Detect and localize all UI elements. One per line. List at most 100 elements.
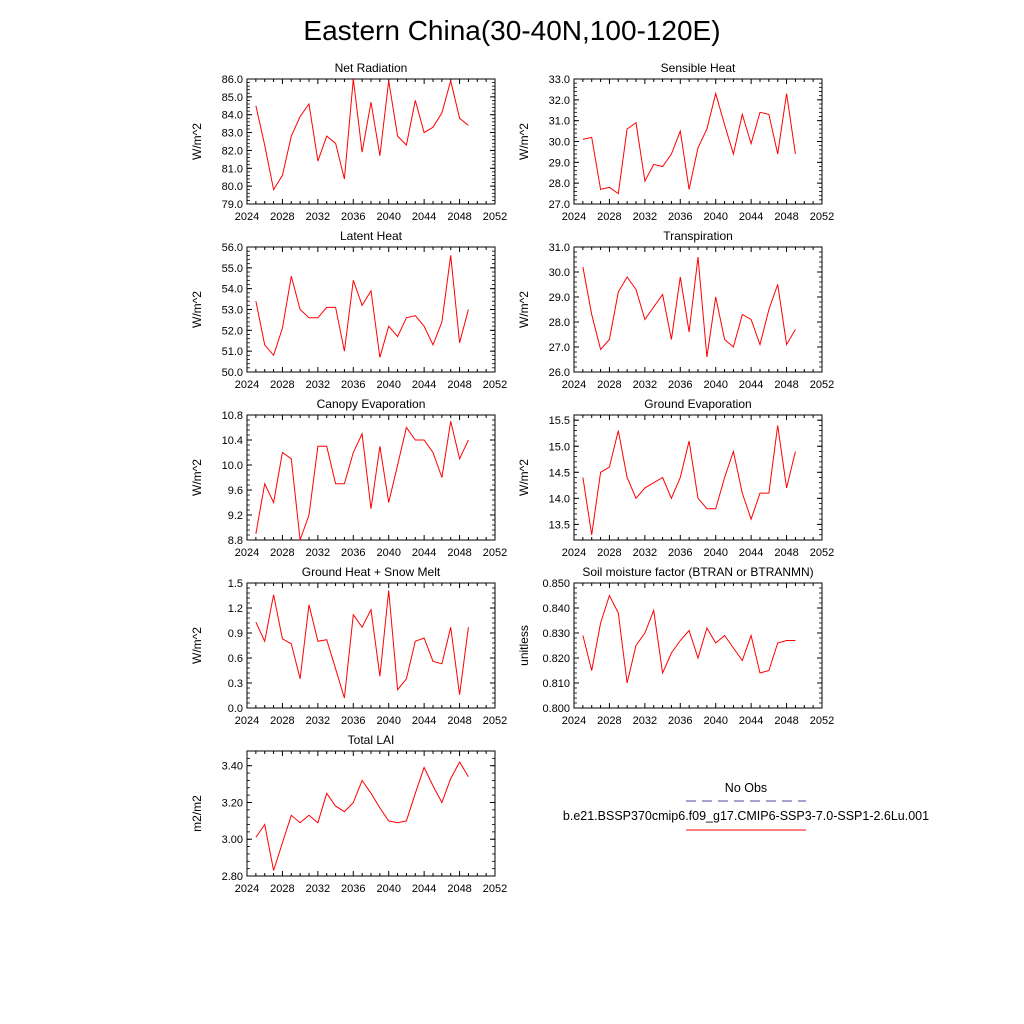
panel-title: Latent Heat [340, 229, 403, 243]
x-tick-label: 2040 [703, 211, 727, 223]
x-tick-label: 2028 [597, 211, 621, 223]
y-tick-label: 52.0 [222, 325, 243, 337]
y-tick-label: 9.2 [228, 510, 243, 522]
y-tick-label: 33.0 [549, 74, 570, 86]
x-tick-label: 2040 [703, 547, 727, 559]
y-axis-label: W/m^2 [517, 459, 531, 496]
x-tick-label: 2024 [562, 715, 586, 727]
panel-sensible-heat: Sensible Heat W/m^2 2024 2028 2032 2036 2040 20… [517, 61, 834, 223]
x-tick-label: 2032 [633, 547, 657, 559]
x-tick-label: 2032 [633, 715, 657, 727]
series-line [255, 421, 469, 541]
x-tick-label: 2052 [483, 547, 507, 559]
x-tick-label: 2032 [633, 211, 657, 223]
x-tick-label: 2044 [739, 211, 763, 223]
y-axis-label: unitless [517, 625, 531, 666]
x-tick-label: 2052 [810, 211, 834, 223]
y-tick-label: 27.0 [549, 342, 570, 354]
y-tick-label: 82.0 [222, 145, 243, 157]
x-tick-label: 2052 [483, 715, 507, 727]
y-tick-label: 1.5 [228, 578, 243, 590]
plot-frame [573, 582, 823, 709]
x-tick-label: 2028 [270, 883, 294, 895]
y-tick-label: 0.9 [228, 628, 243, 640]
y-tick-label: 0.3 [228, 678, 243, 690]
x-tick-label: 2036 [668, 547, 692, 559]
x-tick-label: 2040 [376, 211, 400, 223]
y-tick-label: 10.4 [222, 435, 243, 447]
y-tick-label: 0.810 [542, 678, 570, 690]
y-tick-label: 31.0 [549, 116, 570, 128]
y-axis-label: W/m^2 [517, 123, 531, 160]
y-tick-label: 80.0 [222, 181, 243, 193]
x-tick-label: 2052 [810, 715, 834, 727]
y-tick-label: 0.820 [542, 653, 570, 665]
x-tick-label: 2052 [483, 883, 507, 895]
y-tick-label: 3.20 [222, 797, 243, 809]
x-tick-label: 2032 [306, 379, 330, 391]
x-tick-label: 2036 [668, 379, 692, 391]
x-tick-label: 2036 [341, 547, 365, 559]
panel-title: Canopy Evaporation [317, 397, 426, 411]
series-line [255, 78, 469, 192]
y-tick-label: 3.00 [222, 834, 243, 846]
x-tick-label: 2040 [703, 715, 727, 727]
y-tick-label: 15.0 [549, 441, 570, 453]
x-tick-label: 2048 [447, 379, 471, 391]
x-tick-label: 2048 [447, 547, 471, 559]
x-tick-label: 2044 [412, 211, 436, 223]
x-tick-label: 2028 [270, 211, 294, 223]
x-tick-label: 2036 [668, 211, 692, 223]
x-tick-label: 2028 [270, 547, 294, 559]
y-tick-label: 50.0 [222, 367, 243, 379]
y-tick-label: 0.840 [542, 603, 570, 615]
panel-transpiration: Transpiration W/m^2 2024 2028 2032 2036 2040 20… [517, 229, 834, 391]
y-tick-label: 29.0 [549, 292, 570, 304]
series-line [582, 91, 796, 195]
x-tick-label: 2028 [270, 715, 294, 727]
y-tick-label: 83.0 [222, 128, 243, 140]
y-tick-label: 1.2 [228, 603, 243, 615]
plot-frame [246, 246, 496, 373]
x-tick-label: 2024 [235, 883, 259, 895]
y-tick-label: 30.0 [549, 267, 570, 279]
series-line [255, 760, 469, 871]
x-tick-label: 2048 [774, 211, 798, 223]
plot-frame [246, 414, 496, 541]
x-tick-label: 2024 [562, 379, 586, 391]
legend: No Obs b.e21.BSSP370cmip6.f09_g17.CMIP6-… [563, 781, 929, 831]
y-tick-label: 55.0 [222, 263, 243, 275]
x-tick-label: 2036 [668, 715, 692, 727]
panel-latent-heat: Latent Heat W/m^2 2024 2028 2032 2036 2040 2044… [190, 229, 507, 391]
x-tick-label: 2028 [597, 547, 621, 559]
panel-soil-moisture-factor-btran-or-btranmn: Soil moisture factor (BTRAN or BTRANMN) u… [517, 565, 834, 727]
series-line [582, 256, 796, 358]
y-tick-label: 56.0 [222, 242, 243, 254]
x-tick-label: 2024 [562, 211, 586, 223]
figure-title: Eastern China(30-40N,100-120E) [303, 15, 720, 46]
y-tick-label: 54.0 [222, 284, 243, 296]
y-tick-label: 9.6 [228, 485, 243, 497]
panel-total-lai: Total LAI m2/m2 2024 2028 2032 2036 2040 2044 20… [190, 733, 507, 895]
panel-title: Net Radiation [335, 61, 408, 75]
x-tick-label: 2048 [447, 715, 471, 727]
x-tick-label: 2048 [447, 883, 471, 895]
plot-frame [246, 582, 496, 709]
panels-group: Net Radiation W/m^2 2024 2028 2032 2036 2040 20… [190, 61, 834, 895]
panel-canopy-evaporation: Canopy Evaporation W/m^2 2024 2028 2032 2036 2… [190, 397, 507, 559]
y-tick-label: 10.8 [222, 410, 243, 422]
y-tick-label: 14.0 [549, 493, 570, 505]
y-tick-label: 32.0 [549, 95, 570, 107]
x-tick-label: 2028 [597, 379, 621, 391]
y-tick-label: 86.0 [222, 74, 243, 86]
y-tick-label: 0.6 [228, 653, 243, 665]
x-tick-label: 2052 [810, 379, 834, 391]
x-tick-label: 2024 [235, 547, 259, 559]
series-line [255, 255, 469, 358]
x-tick-label: 2024 [235, 379, 259, 391]
y-tick-label: 30.0 [549, 137, 570, 149]
series-line [582, 594, 796, 684]
panel-ground-evaporation: Ground Evaporation W/m^2 2024 2028 2032 2036 2… [517, 397, 834, 559]
x-tick-label: 2048 [774, 715, 798, 727]
